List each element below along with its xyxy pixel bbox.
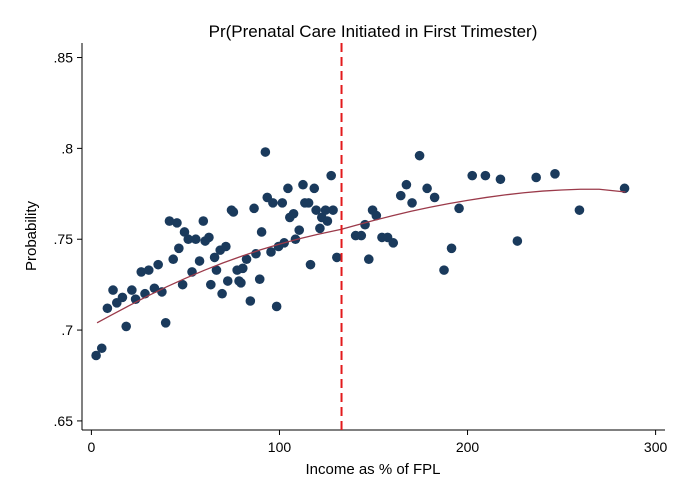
scatter-point — [322, 216, 333, 226]
scatter-point — [221, 241, 231, 252]
scatter-point — [268, 198, 278, 208]
scatter-point — [328, 205, 338, 215]
fit-line-left — [96, 228, 342, 324]
scatter-point — [177, 279, 188, 290]
scatter-point — [356, 230, 367, 241]
scatter-point — [574, 205, 585, 215]
scatter-point — [211, 265, 222, 275]
scatter-point — [198, 216, 209, 226]
y-axis-title: Probability — [23, 200, 40, 271]
scatter-point — [454, 203, 464, 214]
fit-line-right — [341, 188, 626, 230]
scatter-point — [153, 259, 163, 270]
scatter-point — [245, 296, 256, 306]
scatter-point — [619, 183, 630, 194]
scatter-point — [254, 274, 265, 284]
scatter-point — [121, 321, 131, 332]
scatter-point — [288, 208, 299, 219]
scatter-point — [294, 225, 305, 235]
scatter-point — [495, 174, 506, 185]
scatter-point — [480, 170, 491, 181]
y-tick-label: .65 — [54, 413, 74, 429]
scatter-point — [388, 238, 399, 248]
scatter-point — [277, 198, 288, 208]
scatter-point — [550, 169, 560, 179]
x-tick-label: 100 — [268, 439, 292, 455]
scatter-point — [363, 254, 374, 265]
scatter-point — [136, 267, 147, 277]
scatter-point — [102, 303, 113, 314]
scatter-point — [149, 283, 160, 294]
scatter-point — [236, 278, 246, 288]
scatter-point — [143, 265, 154, 275]
scatter-point — [209, 252, 220, 263]
scatter-point — [157, 287, 167, 297]
scatter-point — [326, 170, 336, 181]
y-tick-label: .85 — [54, 50, 74, 66]
scatter-point — [217, 288, 227, 299]
scatter-point — [206, 279, 216, 290]
y-tick-label: .8 — [61, 140, 73, 156]
scatter-point — [204, 232, 214, 243]
x-tick-label: 200 — [456, 439, 480, 455]
scatter-point — [179, 227, 190, 237]
scatter-point — [320, 205, 331, 215]
scatter-point — [283, 183, 293, 194]
scatter-point — [160, 318, 171, 328]
scatter-point — [168, 254, 179, 265]
scatter-point — [429, 192, 440, 203]
scatter-point — [332, 252, 342, 263]
scatter-point — [117, 292, 128, 303]
scatter-point — [371, 210, 382, 221]
scatter-point — [174, 243, 184, 254]
scatter-point — [401, 179, 412, 190]
scatter-point — [446, 243, 457, 254]
scatter-point — [315, 223, 325, 234]
scatter-point — [303, 198, 314, 208]
x-tick-label: 300 — [644, 439, 668, 455]
scatter-point — [251, 248, 261, 259]
scatter-point — [194, 256, 205, 266]
x-tick-label: 0 — [88, 439, 96, 455]
scatter-point — [311, 205, 321, 215]
scatter-point — [127, 285, 137, 295]
scatter-point — [222, 276, 233, 286]
scatter-point — [260, 147, 271, 157]
scatter-point — [96, 343, 107, 354]
scatter-point — [91, 350, 101, 361]
scatter-point — [183, 234, 194, 245]
scatter-point — [305, 259, 316, 270]
scatter-point — [190, 234, 201, 245]
scatter-point — [228, 207, 239, 217]
scatter-point — [309, 183, 320, 194]
scatter-point — [298, 179, 308, 190]
scatter-point — [249, 203, 259, 214]
scatter-point — [422, 183, 432, 194]
chart-title: Pr(Prenatal Care Initiated in First Trim… — [209, 22, 538, 41]
scatter-point — [467, 170, 478, 181]
scatter-point — [407, 198, 417, 208]
scatter-point — [414, 150, 425, 161]
x-axis-title: Income as % of FPL — [305, 461, 440, 478]
scatter-point — [164, 216, 175, 226]
scatter-point — [108, 285, 118, 295]
scatter-point — [439, 265, 449, 275]
scatter-point — [531, 172, 541, 183]
scatter-point — [172, 218, 182, 228]
scatter-point — [241, 254, 252, 265]
axes: .65 .7 .75 .8 .85 0 100 200 300 — [54, 43, 668, 455]
chart-marks — [91, 43, 630, 430]
scatter-point — [271, 301, 282, 312]
scatter-point — [256, 227, 267, 237]
y-tick-label: .7 — [61, 322, 73, 338]
scatter-point — [266, 247, 276, 257]
y-tick-label: .75 — [54, 231, 74, 247]
scatter-point — [237, 263, 248, 274]
scatter-point — [512, 236, 523, 246]
scatter-point — [395, 190, 406, 201]
